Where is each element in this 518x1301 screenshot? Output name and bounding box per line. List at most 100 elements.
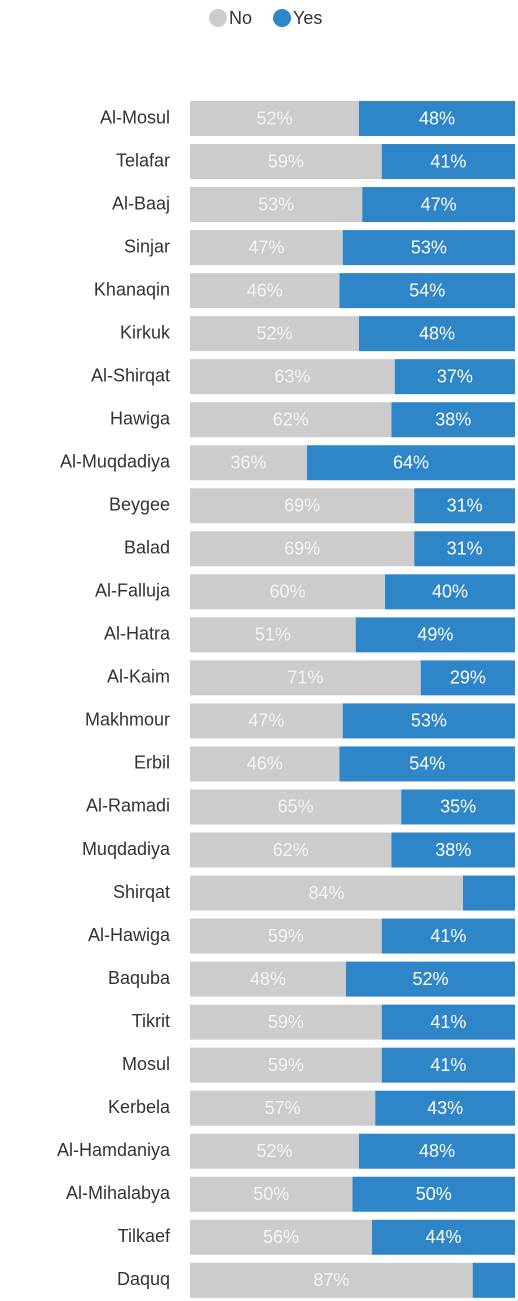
bar-segment: [190, 402, 392, 438]
data-label: 47%: [248, 237, 284, 257]
data-label: 69%: [284, 496, 320, 516]
bar-segment: [381, 144, 515, 180]
bar-segment: [394, 359, 515, 395]
y-tick-label: Al-Muqdadiya: [60, 451, 171, 471]
data-label: 56%: [263, 1227, 299, 1247]
bar-segment: [414, 531, 515, 567]
y-tick-label: Al-Baaj: [112, 193, 170, 213]
bar-segment: [190, 961, 346, 997]
y-tick-label: Al-Hamdaniya: [57, 1140, 171, 1160]
legend-swatch: [273, 9, 291, 27]
data-label: 43%: [427, 1098, 463, 1118]
bar-segment: [359, 1133, 515, 1169]
y-tick-label: Muqdadiya: [82, 839, 171, 859]
data-label: 84%: [308, 883, 344, 903]
bar-segment: [190, 1090, 376, 1126]
y-tick-label: Al-Ramadi: [86, 796, 170, 816]
data-label: 52%: [256, 323, 292, 343]
data-label: 62%: [273, 409, 309, 429]
data-label: 48%: [419, 108, 455, 128]
data-label: 48%: [419, 1141, 455, 1161]
data-label: 54%: [409, 280, 445, 300]
data-label: 52%: [412, 969, 448, 989]
bar-segment: [307, 445, 515, 481]
y-tick-label: Kirkuk: [120, 322, 171, 342]
data-label: 87%: [313, 1270, 349, 1290]
data-label: 38%: [435, 409, 471, 429]
bar-segment: [391, 402, 515, 438]
bar-segment: [190, 832, 392, 868]
bar-segment: [190, 531, 415, 567]
data-label: 59%: [268, 1055, 304, 1075]
data-label: 49%: [417, 625, 453, 645]
y-tick-label: Makhmour: [85, 710, 170, 730]
y-tick-label: Telafar: [116, 150, 170, 170]
bar-segment: [342, 230, 515, 266]
y-tick-label: Al-Kaim: [107, 667, 170, 687]
bar-segment: [190, 1004, 382, 1040]
data-label: 44%: [425, 1227, 461, 1247]
data-label: 59%: [268, 1012, 304, 1032]
y-tick-label: Baquba: [108, 968, 171, 988]
bar-segment: [190, 660, 421, 696]
y-tick-label: Shirqat: [113, 882, 170, 902]
y-tick-label: Beygee: [109, 495, 170, 515]
data-label: 57%: [265, 1098, 301, 1118]
bar-segment: [190, 445, 307, 481]
y-tick-label: Balad: [124, 538, 170, 558]
y-tick-label: Tikrit: [132, 1011, 170, 1031]
data-label: 41%: [430, 1012, 466, 1032]
data-label: 47%: [248, 711, 284, 731]
bar-segment: [190, 1133, 359, 1169]
bar-segment: [190, 273, 340, 309]
data-label: 59%: [268, 926, 304, 946]
data-label: 41%: [430, 151, 466, 171]
y-tick-label: Al-Mihalabya: [66, 1183, 171, 1203]
data-label: 52%: [256, 1141, 292, 1161]
data-label: 31%: [447, 496, 483, 516]
data-label: 46%: [247, 280, 283, 300]
y-tick-label: Al-Falluja: [95, 581, 171, 601]
data-label: 54%: [409, 754, 445, 774]
bar-segment: [359, 316, 515, 352]
data-label: 37%: [437, 366, 473, 386]
data-label: 50%: [253, 1184, 289, 1204]
data-label: 46%: [247, 754, 283, 774]
y-tick-label: Hawiga: [110, 408, 171, 428]
bar-segment: [346, 961, 515, 997]
bar-segment: [381, 918, 515, 954]
y-tick-label: Erbil: [134, 753, 170, 773]
data-label: 47%: [421, 194, 457, 214]
data-label: 69%: [284, 539, 320, 559]
data-label: 29%: [450, 668, 486, 688]
bar-segment: [420, 660, 515, 696]
bar-segment: [190, 918, 382, 954]
data-label: 53%: [411, 237, 447, 257]
bar-segment: [355, 617, 515, 653]
bar-segment: [472, 1262, 515, 1298]
data-label: 48%: [419, 323, 455, 343]
bar-segment: [190, 230, 343, 266]
legend-swatch: [209, 9, 227, 27]
y-tick-label: Al-Hatra: [104, 624, 171, 644]
bar-segment: [359, 101, 515, 136]
bar-segment: [352, 1176, 515, 1212]
data-label: 31%: [447, 539, 483, 559]
data-label: 38%: [435, 840, 471, 860]
bar-segment: [414, 488, 515, 524]
bar-segment: [190, 703, 343, 739]
data-label: 65%: [278, 797, 314, 817]
data-label: 41%: [430, 926, 466, 946]
bar-segment: [190, 1176, 353, 1212]
bar-segment: [190, 101, 359, 136]
y-tick-label: Al-Hawiga: [88, 925, 171, 945]
data-label: 36%: [230, 452, 266, 472]
bar-segment: [339, 746, 515, 782]
data-label: 48%: [250, 969, 286, 989]
data-label: 60%: [269, 582, 305, 602]
data-label: 64%: [393, 452, 429, 472]
bar-segment: [375, 1090, 515, 1126]
bar-segment: [190, 316, 359, 352]
bar-segment: [190, 789, 402, 825]
